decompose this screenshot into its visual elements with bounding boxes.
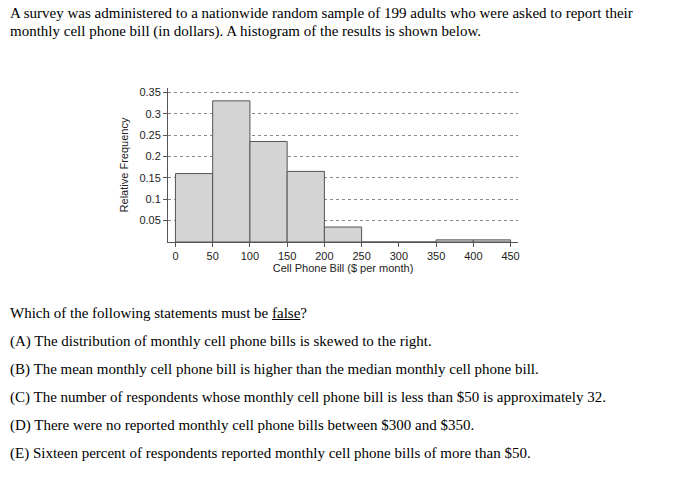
html-text:(B) The mean monthly cell phon: (B) The mean monthly cell phone bill is … [10,361,539,377]
svg-text:0.15: 0.15 [139,172,160,184]
svg-text:350: 350 [427,250,445,262]
svg-text:450: 450 [501,250,519,262]
html-text:(C) The number of respondents: (C) The number of respondents whose mont… [10,389,606,405]
svg-text:50: 50 [207,250,219,262]
svg-text:0.1: 0.1 [146,193,161,205]
html-text:(E) Sixteen percent of respond: (E) Sixteen percent of respondents repor… [10,445,531,461]
svg-text:Cell Phone Bill ($ per month): Cell Phone Bill ($ per month) [273,262,414,274]
html-text:A survey was administered to a: A survey was administered to a nationwid… [10,5,633,39]
html-text:(D) There were no reported mon: (D) There were no reported monthly cell … [10,417,475,433]
svg-text:0.3: 0.3 [146,108,161,120]
svg-text:100: 100 [241,250,259,262]
svg-text:Relative Frequency: Relative Frequency [118,117,130,212]
svg-text:0.35: 0.35 [139,86,160,98]
svg-text:0: 0 [172,250,178,262]
svg-text:0.2: 0.2 [146,150,161,162]
svg-text:250: 250 [352,250,370,262]
svg-text:400: 400 [464,250,482,262]
svg-text:200: 200 [315,250,333,262]
html-text:(A) The distribution of monthl: (A) The distribution of monthly cell pho… [10,333,432,349]
html-text:Which of the following stateme: Which of the following statements must b… [10,305,307,321]
svg-text:0.25: 0.25 [139,129,160,141]
svg-text:300: 300 [390,250,408,262]
svg-text:0.05: 0.05 [139,214,160,226]
svg-text:150: 150 [278,250,296,262]
